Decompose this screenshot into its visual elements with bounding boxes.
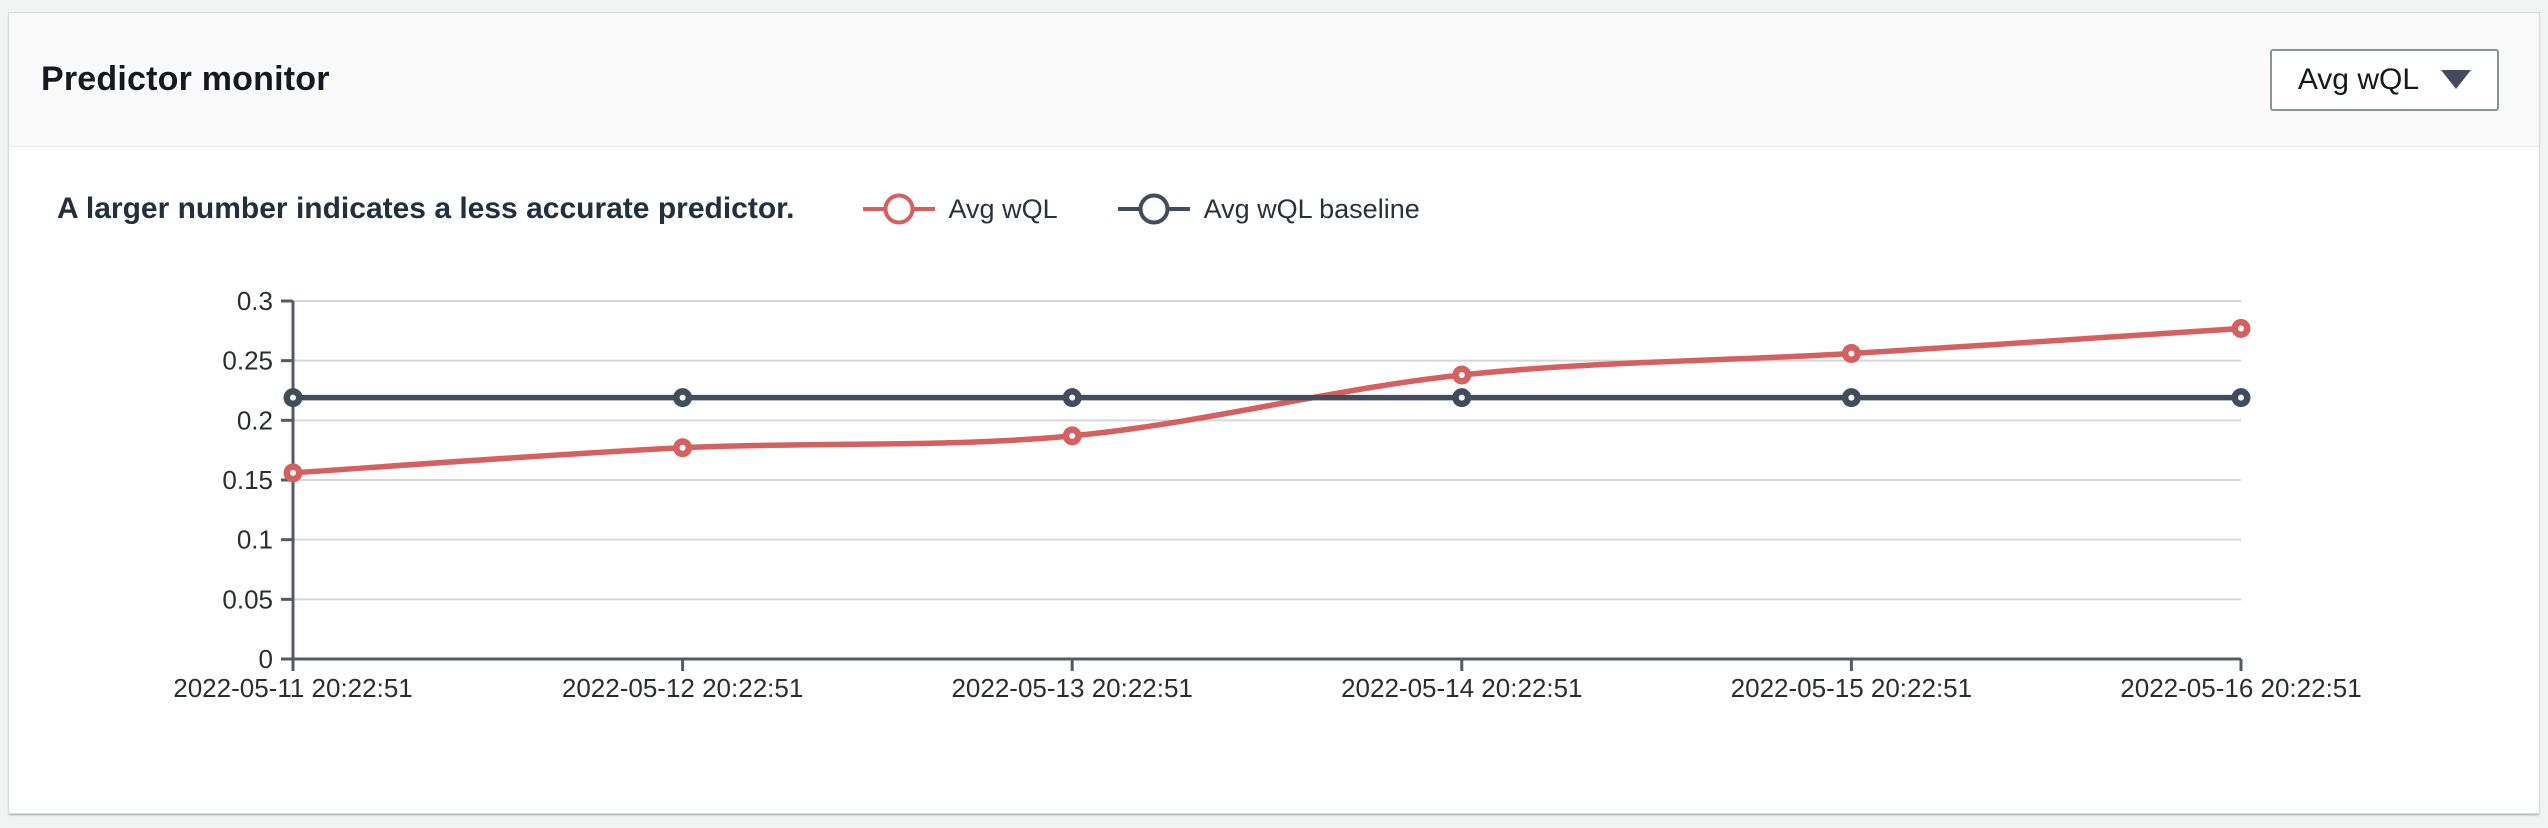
- chart-legend: Avg wQL Avg wQL baseline: [861, 192, 1420, 226]
- x-axis-label: 2022-05-12 20:22:51: [562, 673, 803, 703]
- y-axis-label: 0.15: [222, 465, 273, 495]
- y-axis-label: 0.1: [237, 525, 273, 555]
- x-axis-label: 2022-05-11 20:22:51: [173, 673, 413, 703]
- series-point-center: [1848, 394, 1855, 401]
- y-axis-label: 0.3: [237, 286, 273, 316]
- series-point-center: [290, 469, 296, 476]
- series-point-center: [1069, 432, 1076, 439]
- caret-down-icon: [2441, 70, 2471, 89]
- legend-item[interactable]: Avg wQL baseline: [1116, 192, 1420, 226]
- predictor-monitor-panel: Predictor monitor Avg wQL A larger numbe…: [8, 12, 2540, 814]
- y-axis-label: 0.2: [237, 405, 273, 435]
- series-point-center: [2238, 325, 2244, 332]
- x-axis-label: 2022-05-15 20:22:51: [1731, 673, 1972, 703]
- series-point-center: [679, 394, 686, 401]
- chart-subtitle: A larger number indicates a less accurat…: [57, 192, 795, 225]
- series-point-center: [1848, 350, 1855, 357]
- series-point-center: [1069, 394, 1076, 401]
- line-chart[interactable]: 0 0.05 0.1 0.15 0.2 0.25 0.3 2022-05-11 20:22:5…: [9, 235, 2539, 795]
- metric-select-dropdown[interactable]: Avg wQL: [2269, 48, 2499, 111]
- series-point-center: [290, 394, 296, 401]
- x-axis-label: 2022-05-16 20:22:51: [2120, 673, 2361, 703]
- series-point-center: [1458, 371, 1465, 378]
- x-axis-label: 2022-05-13 20:22:51: [951, 673, 1192, 703]
- y-axis-label: 0.05: [222, 584, 273, 614]
- y-axis-label: 0: [259, 644, 273, 674]
- legend-marker-icon: [1117, 193, 1190, 225]
- legend-marker-icon: [862, 193, 935, 225]
- panel-body: A larger number indicates a less accurat…: [9, 147, 2539, 800]
- legend-label: Avg wQL: [948, 193, 1058, 224]
- x-axis-label: 2022-05-14 20:22:51: [1341, 673, 1582, 703]
- caption-row: A larger number indicates a less accurat…: [9, 183, 2539, 235]
- series-point-center: [679, 444, 686, 451]
- series-point-center: [2238, 394, 2244, 401]
- y-axis-label: 0.25: [222, 346, 273, 376]
- series-line-avg-wql[interactable]: [290, 325, 2244, 476]
- metric-select-value: Avg wQL: [2297, 62, 2419, 96]
- legend-item[interactable]: Avg wQL: [861, 192, 1058, 226]
- panel-header: Predictor monitor Avg wQL: [9, 13, 2539, 147]
- chart-area: 0 0.05 0.1 0.15 0.2 0.25 0.3 2022-05-11 20:22:5…: [9, 235, 2539, 800]
- panel-title: Predictor monitor: [41, 60, 330, 98]
- legend-label: Avg wQL baseline: [1203, 193, 1420, 224]
- series-point-center: [1458, 394, 1465, 401]
